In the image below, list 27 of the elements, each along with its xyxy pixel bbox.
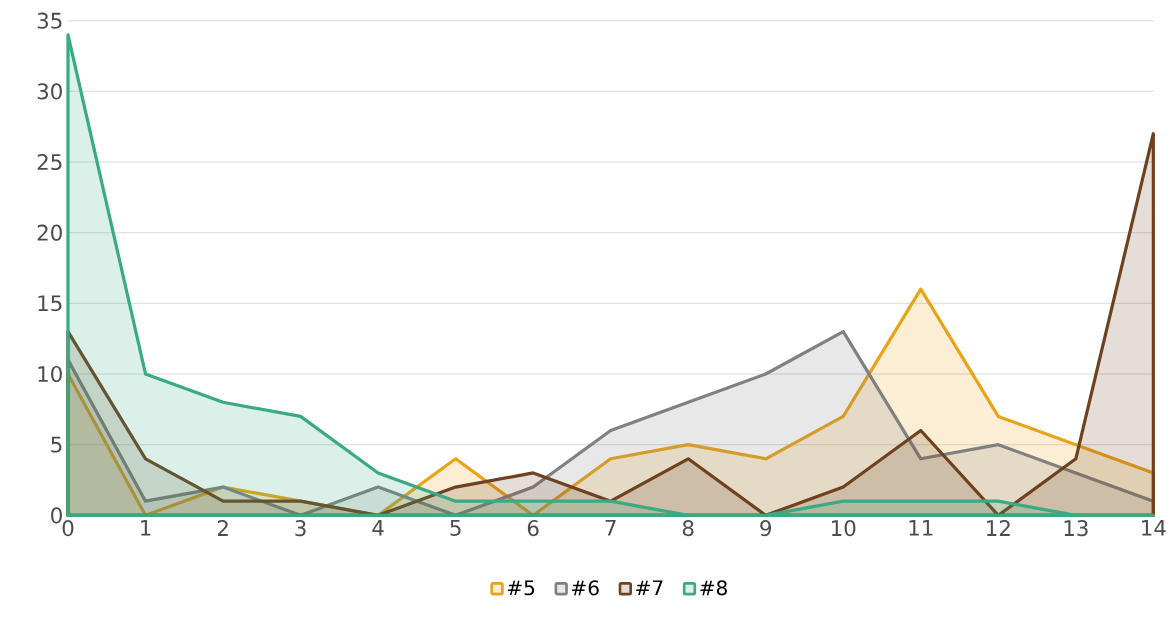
- y-tick-label: 20: [37, 224, 62, 241]
- x-tick-label: 8: [682, 520, 694, 537]
- x-tick-label: 7: [605, 520, 616, 536]
- x-tick-label: 9: [760, 520, 771, 537]
- y-tick-label: 5: [51, 436, 62, 453]
- x-tick-label: 5: [450, 520, 461, 536]
- x-tick-label: 6: [527, 520, 539, 537]
- legend-label: #8: [700, 580, 727, 596]
- x-tick-label: 3: [295, 520, 306, 537]
- x-tick-label: 11: [909, 520, 933, 536]
- x-tick-label: 4: [372, 520, 384, 536]
- x-tick-label: 13: [1064, 520, 1088, 537]
- y-tick-label: 30: [37, 83, 62, 100]
- y-tick-label: 10: [38, 365, 62, 383]
- y-tick-label: 15: [38, 295, 62, 312]
- y-tick-label: 25: [37, 153, 62, 171]
- x-tick-label: 0: [62, 520, 74, 537]
- legend-label: #7: [636, 580, 663, 595]
- x-tick-label: 12: [987, 520, 1010, 536]
- x-tick-label: 1: [141, 520, 151, 536]
- x-tick-label: 14: [1142, 520, 1166, 536]
- y-tick-label: 35: [37, 12, 62, 29]
- y-tick-label: 0: [51, 507, 62, 524]
- legend-label: #6: [572, 580, 599, 596]
- x-tick-label: 2: [217, 520, 228, 536]
- legend-label: #5: [507, 580, 535, 596]
- x-tick-label: 10: [832, 520, 856, 537]
